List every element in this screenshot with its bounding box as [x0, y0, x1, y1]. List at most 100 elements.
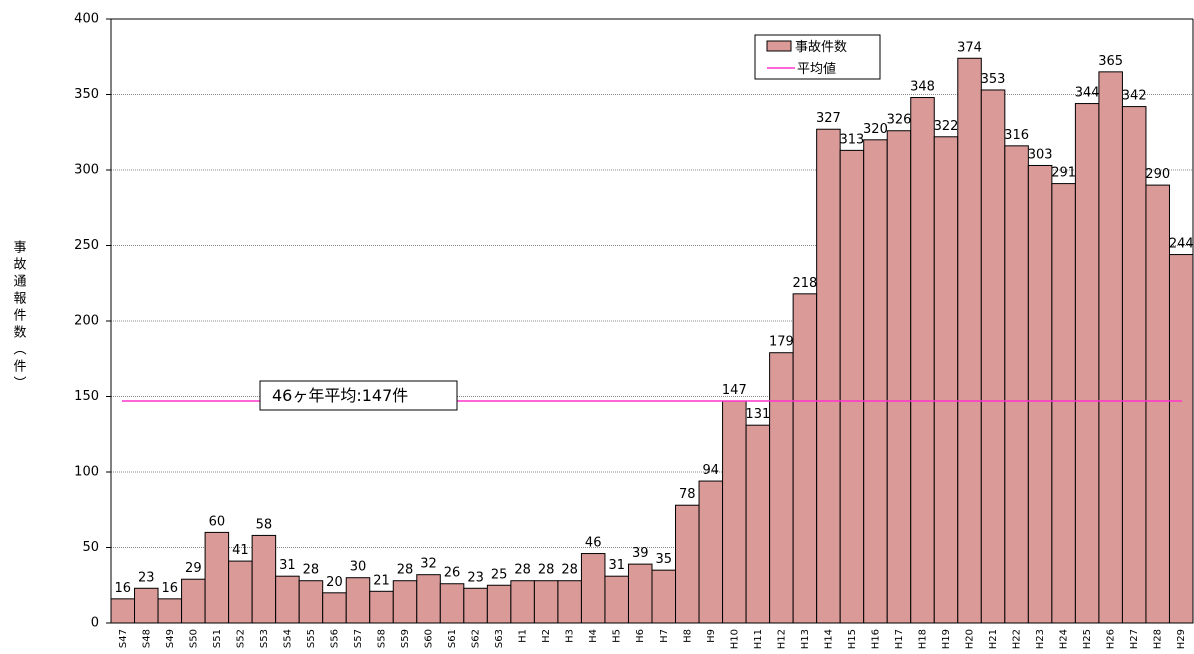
- x-tick-label: H13: [800, 629, 811, 649]
- bar: [1145, 184, 1170, 624]
- x-tick-label: S53: [259, 629, 270, 648]
- x-tick-label: H11: [753, 629, 764, 649]
- bar: [651, 569, 677, 624]
- value-label: 39: [632, 546, 649, 561]
- x-tick-label: H19: [941, 629, 952, 649]
- value-label: 46: [585, 536, 602, 551]
- value-label: 29: [185, 561, 202, 576]
- value-label: 344: [1075, 86, 1100, 101]
- x-tick-label: H22: [1012, 629, 1023, 649]
- value-label: 353: [981, 72, 1006, 87]
- y-tick-label: 50: [82, 540, 99, 555]
- x-tick-label: H9: [706, 629, 717, 643]
- value-label: 58: [256, 517, 273, 532]
- y-tick-label: 350: [74, 87, 99, 102]
- value-label: 20: [326, 575, 343, 590]
- x-tick-label: S52: [235, 629, 246, 648]
- value-label: 131: [745, 407, 770, 422]
- bar: [181, 578, 206, 624]
- y-axis-label: 事故通報件数（件）: [11, 240, 27, 393]
- value-label: 35: [655, 552, 672, 567]
- bar: [580, 553, 606, 624]
- bar: [1004, 145, 1029, 624]
- value-label: 30: [350, 560, 367, 575]
- bar: [134, 587, 159, 624]
- bar: [1027, 164, 1053, 624]
- bar: [322, 592, 347, 624]
- x-tick-label: H27: [1129, 629, 1140, 649]
- value-label: 28: [538, 563, 555, 578]
- bar: [298, 580, 324, 624]
- value-label: 25: [491, 567, 508, 582]
- legend-label: 事故件数: [795, 40, 847, 55]
- x-tick-label: H2: [541, 629, 552, 643]
- y-tick-label: 100: [74, 465, 99, 480]
- x-tick-label: H29: [1176, 629, 1187, 649]
- value-label: 342: [1122, 89, 1147, 104]
- value-label: 320: [863, 122, 888, 137]
- value-label: 291: [1051, 166, 1076, 181]
- bar: [510, 580, 535, 624]
- x-tick-label: S57: [353, 629, 364, 648]
- value-label: 147: [722, 383, 747, 398]
- x-tick-label: S47: [118, 629, 129, 648]
- bar: [486, 584, 512, 624]
- bar: [533, 580, 559, 624]
- bar: [557, 580, 582, 624]
- y-tick-label: 300: [74, 163, 99, 178]
- x-tick-label: H26: [1106, 629, 1117, 649]
- value-label: 23: [467, 570, 484, 585]
- value-label: 326: [887, 113, 912, 128]
- bar: [392, 580, 418, 624]
- value-label: 327: [816, 111, 841, 126]
- x-tick-label: H1: [518, 629, 529, 643]
- bar: [204, 531, 230, 624]
- x-tick-label: S61: [447, 629, 458, 648]
- bar: [769, 352, 794, 624]
- x-tick-label: H10: [729, 629, 740, 649]
- x-tick-label: H12: [776, 629, 787, 649]
- legend-label: 平均値: [797, 61, 836, 77]
- y-tick-label: 250: [74, 238, 99, 253]
- value-label: 32: [420, 557, 437, 572]
- x-tick-label: S63: [494, 629, 505, 648]
- value-label: 218: [792, 276, 817, 291]
- legend-swatch: [766, 40, 792, 52]
- x-tick-label: H21: [988, 629, 999, 649]
- value-label: 303: [1028, 147, 1053, 162]
- x-tick-label: H25: [1082, 629, 1093, 649]
- value-label: 28: [303, 563, 320, 578]
- x-tick-label: S60: [424, 629, 435, 648]
- x-tick-label: S49: [165, 629, 176, 648]
- bar: [675, 504, 700, 624]
- value-label: 94: [703, 463, 720, 478]
- bar: [228, 560, 253, 624]
- value-label: 78: [679, 487, 696, 502]
- x-tick-label: S59: [400, 629, 411, 648]
- x-tick-label: S54: [282, 629, 293, 648]
- value-label: 316: [1004, 128, 1029, 143]
- bar: [251, 534, 277, 624]
- bar: [1168, 254, 1194, 624]
- x-tick-label: H7: [659, 629, 670, 643]
- bar: [463, 587, 488, 624]
- bar: [1051, 183, 1076, 624]
- x-tick-label: S62: [471, 629, 482, 648]
- value-label: 179: [769, 335, 794, 350]
- annotation: 46ヶ年平均:147件: [272, 386, 408, 405]
- bar: [1074, 103, 1100, 624]
- x-tick-label: H4: [588, 629, 599, 643]
- x-tick-label: H28: [1153, 629, 1164, 649]
- value-label: 322: [934, 119, 959, 134]
- bar: [110, 598, 136, 624]
- x-tick-label: S48: [141, 629, 152, 648]
- x-tick-label: S50: [188, 629, 199, 648]
- x-tick-label: H18: [918, 629, 929, 649]
- x-tick-label: H15: [847, 629, 858, 649]
- bar: [416, 574, 441, 624]
- bar: [933, 136, 959, 624]
- value-label: 28: [561, 563, 578, 578]
- value-label: 60: [209, 514, 226, 529]
- bar: [369, 590, 394, 624]
- x-tick-label: H20: [965, 629, 976, 649]
